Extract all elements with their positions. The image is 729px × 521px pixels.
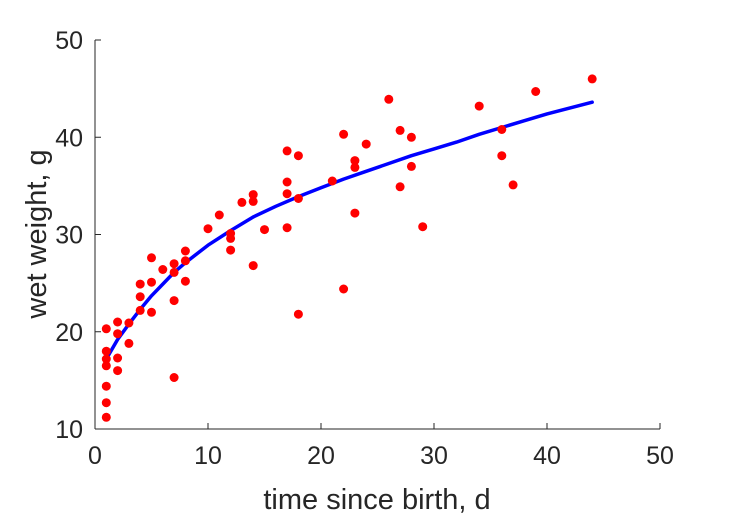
data-point [101, 346, 111, 356]
x-tick-label: 30 [420, 442, 448, 470]
data-point [350, 208, 360, 218]
data-point [260, 225, 269, 235]
fit-line [104, 100, 594, 361]
data-point [101, 324, 111, 334]
data-point [180, 276, 190, 286]
data-point [497, 125, 507, 134]
data-point [293, 151, 303, 161]
data-point [203, 224, 213, 234]
data-point [395, 182, 405, 192]
data-point [361, 139, 371, 149]
data-point [282, 146, 292, 156]
data-point [180, 246, 190, 256]
x-axis-title: time since birth, d [263, 484, 490, 516]
y-tick-label: 10 [55, 416, 83, 444]
data-point [226, 233, 236, 243]
data-point [282, 177, 292, 187]
data-point [101, 412, 111, 422]
data-point [327, 176, 337, 186]
data-point [169, 373, 179, 382]
data-point [113, 317, 123, 327]
data-marks [101, 74, 597, 422]
data-point [282, 189, 292, 199]
data-point [113, 353, 123, 363]
data-point [169, 267, 179, 277]
data-point [180, 256, 190, 266]
data-point [587, 74, 597, 84]
x-tick-label: 40 [533, 442, 561, 470]
data-point [395, 125, 405, 135]
data-point [135, 279, 145, 289]
data-point [339, 284, 349, 294]
y-tick-label: 20 [55, 319, 83, 347]
y-axis-title: wet weight, g [21, 149, 53, 319]
data-point [282, 223, 292, 233]
data-point [101, 361, 111, 371]
y-tick-label: 30 [55, 222, 83, 250]
data-point [147, 253, 156, 263]
data-point [406, 132, 416, 142]
data-point [135, 292, 145, 302]
data-point [418, 222, 428, 232]
y-tick-label: 40 [55, 124, 83, 152]
data-point [214, 210, 224, 220]
data-point [226, 245, 236, 255]
data-point [135, 305, 145, 315]
data-point [101, 381, 111, 391]
data-point [101, 398, 111, 408]
data-point [147, 307, 156, 317]
axes [94, 40, 660, 430]
data-point [101, 354, 111, 364]
x-tick-label: 10 [194, 442, 222, 470]
data-point [248, 196, 258, 206]
data-point [350, 162, 360, 172]
y-tick-label: 50 [55, 27, 83, 55]
x-tick-label: 0 [88, 442, 102, 470]
data-point [158, 265, 168, 274]
data-point [113, 329, 123, 339]
data-point [248, 190, 258, 200]
x-tick-label: 20 [307, 442, 335, 470]
data-point [124, 318, 134, 328]
data-point [474, 101, 484, 111]
data-point [350, 156, 360, 166]
data-point [508, 180, 518, 190]
data-point [147, 277, 156, 287]
data-point [248, 261, 258, 271]
data-point [124, 338, 134, 348]
data-point [113, 366, 123, 376]
data-point [406, 161, 416, 171]
x-tick-label: 50 [646, 442, 674, 470]
data-point [531, 87, 541, 96]
data-point [237, 197, 247, 207]
data-point [169, 259, 179, 269]
data-point [293, 194, 303, 203]
data-point [384, 94, 394, 104]
data-point [339, 129, 349, 139]
data-point [293, 309, 303, 319]
data-point [497, 151, 507, 161]
data-point [169, 296, 179, 306]
